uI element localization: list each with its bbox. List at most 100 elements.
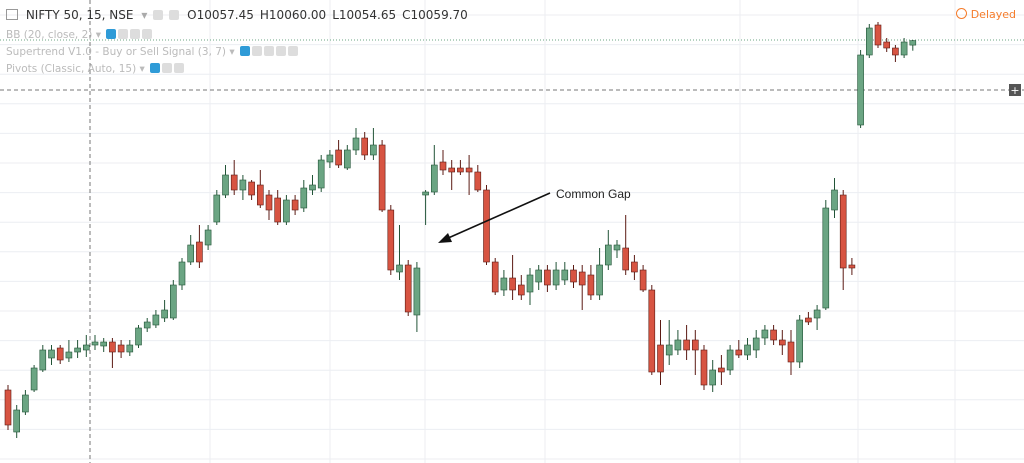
candle-body <box>596 264 603 296</box>
candle-body <box>13 409 20 433</box>
indicator[interactable]: BB (20, close, 2) ▾ <box>6 29 153 41</box>
candle-body <box>883 41 891 49</box>
indicator-label: Pivots (Classic, Auto, 15) <box>6 63 137 75</box>
candle-body <box>274 197 282 223</box>
candle-body <box>691 339 699 351</box>
candle-body <box>552 269 560 286</box>
candle-body <box>230 174 238 191</box>
candle-body <box>544 269 551 286</box>
candle-body <box>117 344 125 353</box>
candle-body <box>683 339 690 351</box>
candle-body <box>865 27 873 56</box>
symbol[interactable]: NIFTY 50, 15, NSE <box>25 8 134 22</box>
candle-body <box>196 241 203 263</box>
candle-body <box>613 244 621 251</box>
ohlc-label: O <box>187 8 197 22</box>
candle-body <box>839 194 847 269</box>
candle-body <box>239 179 247 191</box>
ohlc-label: H <box>259 8 269 22</box>
candle-body <box>170 284 177 319</box>
candle-body <box>396 264 403 273</box>
candle-body <box>674 339 682 351</box>
candle-body <box>778 339 786 346</box>
candle-body <box>587 274 595 296</box>
candle-body <box>187 244 194 263</box>
candle-body <box>752 337 760 351</box>
candle-body <box>787 341 795 363</box>
candle-body <box>265 194 273 211</box>
ohlc-value: 10054.65 <box>338 8 397 22</box>
dropdown[interactable]: ▾ <box>141 8 148 22</box>
candle-body <box>448 167 456 173</box>
candle-body <box>822 207 830 309</box>
candle-body <box>744 344 751 356</box>
ohlc-label: C <box>402 8 411 22</box>
candle-body <box>909 40 917 46</box>
candle-body <box>309 184 316 191</box>
candle-body <box>326 154 334 163</box>
candle-body <box>622 247 630 271</box>
ohlc-value: 10059.70 <box>410 8 468 22</box>
candle-body <box>831 189 838 211</box>
annotation: Common Gap <box>556 187 631 201</box>
candle-body <box>404 264 412 313</box>
legend-header: NIFTY 50, 15, NSE ▾ O10057.45 H10060.00 L1… <box>6 8 478 22</box>
candle-body <box>74 347 81 353</box>
candle-body <box>657 344 664 373</box>
candle-body <box>726 349 734 371</box>
candle-body <box>509 277 516 291</box>
candle-body <box>491 261 499 293</box>
candle-body <box>126 344 134 353</box>
menu-icon[interactable] <box>6 9 18 20</box>
candle-body <box>439 161 447 171</box>
candle-body <box>500 277 508 291</box>
candle-body <box>178 261 186 286</box>
candle-body <box>770 329 777 341</box>
candle-body <box>378 144 386 211</box>
candle-body <box>39 349 47 371</box>
annotation-arrow <box>445 192 551 240</box>
candle-body <box>665 344 673 356</box>
indicator[interactable]: Pivots (Classic, Auto, 15) ▾ <box>6 63 185 75</box>
candle-body <box>474 171 482 191</box>
candle-body <box>604 244 612 266</box>
candle-body <box>343 149 351 169</box>
ohlc-value: 10060.00 <box>268 8 327 22</box>
candle-body <box>222 174 229 196</box>
candle-body <box>709 369 717 386</box>
candle-body <box>161 309 168 319</box>
candle-body <box>370 144 377 156</box>
candles <box>4 22 917 438</box>
status: Delayed <box>955 8 1016 21</box>
candle-body <box>300 187 308 209</box>
candle-body <box>283 199 290 223</box>
indicator-label: Supertrend V1.0 - Buy or Sell Signal (3,… <box>6 46 227 58</box>
candle-body <box>100 341 107 347</box>
indicator-label: BB (20, close, 2) <box>6 29 93 41</box>
candle-body <box>30 367 38 391</box>
candle-body <box>291 199 299 211</box>
candle-body <box>874 24 882 46</box>
candle-body <box>413 267 421 316</box>
candle-body <box>204 229 212 246</box>
candle-body <box>152 314 160 326</box>
plus-icon: + <box>1010 84 1019 97</box>
candle-body <box>483 189 490 263</box>
candle-body <box>4 389 12 426</box>
candle-body <box>91 341 99 346</box>
candle-body <box>648 289 656 373</box>
candle-body <box>213 194 221 223</box>
add-button[interactable] <box>1009 84 1021 96</box>
candle-body <box>56 347 64 361</box>
candle-body <box>857 54 864 126</box>
indicator[interactable]: Supertrend V1.0 - Buy or Sell Signal (3,… <box>6 46 298 58</box>
candle-body <box>578 271 586 286</box>
candle-body <box>256 184 264 206</box>
candle-body <box>718 367 725 373</box>
ohlc-value: 10057.45 <box>196 8 254 22</box>
status-text: Delayed <box>970 8 1016 21</box>
candle-body <box>335 149 342 166</box>
candle-body <box>796 319 804 363</box>
